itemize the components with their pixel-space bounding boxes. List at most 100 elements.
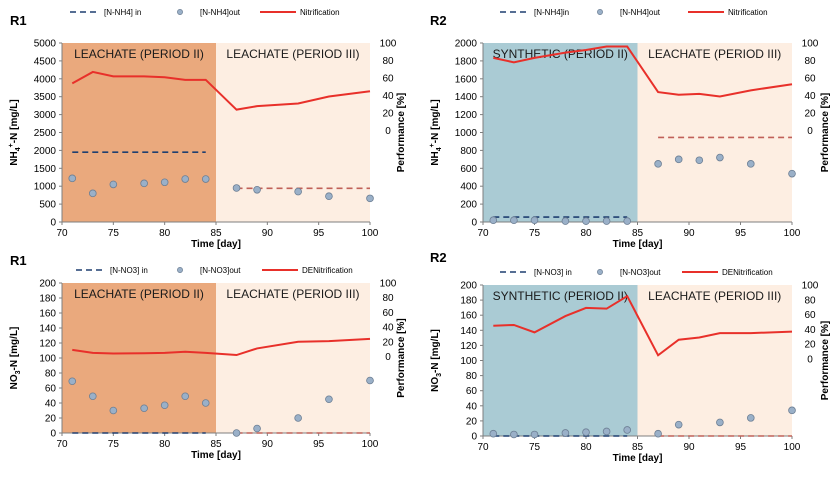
y-tick-label: 120 — [39, 339, 56, 350]
effluent-point — [746, 414, 755, 422]
y-tick-label: 1200 — [455, 110, 478, 121]
y-tick-label: 1800 — [455, 56, 478, 67]
right-tick-label: 0 — [807, 126, 813, 137]
right-axis-label: Performance [%] — [820, 321, 831, 400]
period-label: LEACHATE (PERIOD III) — [226, 287, 359, 301]
effluent-point — [561, 429, 570, 437]
effluent-point — [109, 406, 118, 415]
x-tick-label: 75 — [529, 228, 541, 239]
period-region — [483, 43, 638, 222]
x-tick-label: 90 — [262, 228, 274, 239]
effluent-point — [510, 216, 518, 225]
legend: [N-NH4]in [N-NH4]out Nitrification — [500, 8, 768, 17]
y-tick-label: 140 — [460, 326, 477, 337]
effluent-point — [489, 216, 498, 225]
x-tick-label: 95 — [313, 439, 325, 450]
y-axis-label: NH4+-N [mg/L] — [8, 99, 22, 165]
y-tick-label: 5000 — [34, 39, 57, 50]
period-label: LEACHATE (PERIOD III) — [648, 47, 781, 61]
effluent-point — [232, 184, 241, 192]
y-tick-label: 1400 — [455, 92, 478, 103]
right-tick-label: 0 — [385, 352, 391, 363]
x-tick-label: 95 — [313, 228, 325, 239]
y-axis-label: NO3-N [mg/L] — [9, 327, 22, 390]
right-axis-label: Performance [%] — [396, 318, 407, 397]
x-axis-label: Time [day] — [191, 239, 241, 250]
x-tick-label: 75 — [529, 442, 541, 453]
effluent-point — [181, 175, 190, 183]
panel-title: R1 — [10, 13, 27, 28]
x-tick-label: 90 — [262, 439, 274, 450]
effluent-point — [201, 399, 210, 407]
right-tick-label: 80 — [804, 295, 816, 306]
y-tick-label: 0 — [50, 429, 56, 440]
legend-label-out: [N-NO3]out — [620, 268, 661, 277]
legend: [N-NH4] in [N-NH4]out Nitrification — [70, 8, 340, 17]
x-tick-label: 100 — [362, 439, 379, 450]
panel-title: R2 — [430, 13, 447, 28]
chart-panel-2: SYNTHETIC (PERIOD II) LEACHATE (PERIOD II… — [429, 8, 831, 250]
x-tick-label: 80 — [159, 228, 171, 239]
y-tick-label: 2500 — [34, 128, 57, 139]
y-tick-label: 800 — [460, 146, 477, 157]
x-tick-label: 70 — [477, 442, 489, 453]
y-tick-label: 80 — [466, 371, 478, 382]
panel-title: R2 — [430, 250, 447, 265]
legend-label-in: [N-NH4]in — [534, 8, 569, 17]
x-tick-label: 70 — [56, 439, 68, 450]
effluent-point — [325, 192, 333, 201]
effluent-point — [602, 427, 611, 436]
x-tick-label: 70 — [477, 228, 489, 239]
right-tick-label: 60 — [804, 74, 816, 85]
effluent-point — [109, 180, 118, 189]
y-tick-label: 1000 — [34, 182, 57, 193]
effluent-point — [201, 175, 210, 183]
y-tick-label: 60 — [466, 386, 478, 397]
y-tick-label: 160 — [460, 311, 477, 322]
effluent-point — [68, 174, 77, 183]
x-tick-label: 100 — [784, 442, 801, 453]
right-tick-label: 60 — [382, 308, 394, 319]
x-tick-label: 90 — [683, 442, 695, 453]
effluent-point — [716, 153, 724, 162]
effluent-point — [674, 420, 683, 429]
y-tick-label: 4000 — [34, 74, 57, 85]
y-tick-label: 200 — [460, 200, 477, 211]
y-tick-label: 80 — [45, 369, 57, 380]
legend-swatch-out — [177, 9, 183, 15]
effluent-point — [253, 185, 261, 194]
y-tick-label: 600 — [460, 164, 477, 175]
right-tick-label: 100 — [802, 281, 819, 292]
effluent-point — [232, 429, 241, 437]
effluent-point — [160, 178, 169, 187]
y-tick-label: 1500 — [34, 164, 57, 175]
y-tick-label: 0 — [471, 432, 477, 443]
effluent-point — [489, 429, 498, 438]
right-axis-label: Performance [%] — [820, 93, 831, 172]
period-label: LEACHATE (PERIOD III) — [648, 289, 781, 303]
right-tick-label: 60 — [804, 310, 816, 321]
right-tick-label: 100 — [380, 39, 397, 50]
y-tick-label: 400 — [460, 182, 477, 193]
effluent-point — [582, 428, 590, 437]
y-tick-label: 3500 — [34, 92, 57, 103]
x-axis-label: Time [day] — [613, 239, 663, 250]
legend-label-perf: Nitrification — [300, 8, 340, 17]
effluent-point — [253, 424, 261, 433]
y-tick-label: 2000 — [34, 146, 57, 157]
legend-swatch-out — [597, 9, 603, 15]
period-label: SYNTHETIC (PERIOD II) — [493, 289, 628, 303]
y-tick-label: 100 — [460, 356, 477, 367]
right-tick-label: 60 — [382, 74, 394, 85]
performance-line — [493, 294, 793, 357]
y-tick-label: 500 — [39, 200, 56, 211]
legend-swatch-out — [597, 269, 603, 275]
x-tick-label: 80 — [580, 442, 592, 453]
effluent-point — [530, 430, 539, 439]
x-tick-label: 85 — [210, 439, 222, 450]
effluent-point — [140, 179, 148, 188]
y-tick-label: 180 — [39, 294, 56, 305]
effluent-point — [788, 406, 796, 415]
effluent-point — [582, 217, 590, 225]
